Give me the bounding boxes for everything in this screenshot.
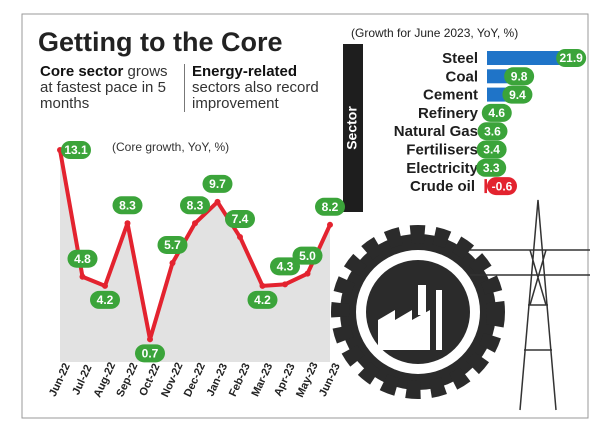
value-label: 8.3 — [119, 198, 136, 212]
value-label: 9.7 — [209, 177, 226, 191]
point — [170, 260, 176, 266]
point — [102, 283, 108, 289]
value-label: 5.0 — [299, 249, 316, 263]
page: Getting to the Core (Core growth, YoY, %)… — [0, 0, 600, 434]
value-label: 3.3 — [483, 161, 500, 175]
value-label: -0.6 — [492, 179, 513, 193]
value-label: 8.2 — [322, 200, 339, 214]
point — [80, 274, 86, 280]
value-label: 4.6 — [488, 106, 505, 120]
y-tick-label: Electricity — [406, 160, 478, 177]
y-tick-label: Cement — [423, 87, 478, 104]
point — [237, 234, 243, 240]
left-note: Core sector grows at fastest pace in 5 m… — [40, 64, 180, 112]
title: Getting to the Core — [38, 27, 283, 57]
bar — [484, 179, 487, 193]
point — [282, 281, 288, 287]
point — [327, 222, 333, 228]
right-note: Energy-related sectors also record impro… — [192, 64, 340, 112]
value-label: 4.2 — [254, 293, 271, 307]
value-label: 7.4 — [232, 212, 249, 226]
chart-subtitle: (Core growth, YoY, %) — [112, 140, 229, 154]
y-axis-label: Sector — [344, 106, 360, 150]
y-tick-label: Natural Gas — [394, 123, 478, 140]
value-label: 3.4 — [483, 143, 500, 157]
y-tick-label: Coal — [445, 68, 478, 85]
value-label: 5.7 — [164, 238, 181, 252]
y-tick-label: Fertilisers — [406, 141, 478, 158]
value-label: 4.8 — [74, 252, 91, 266]
point — [305, 271, 311, 277]
value-label: 21.9 — [559, 51, 583, 65]
value-label: 0.7 — [142, 346, 159, 360]
value-label: 4.3 — [277, 260, 294, 274]
value-label: 9.4 — [509, 88, 526, 102]
value-label: 3.6 — [484, 124, 501, 138]
gear-illustration — [340, 234, 496, 390]
note-text: sectors also record improvement — [192, 79, 319, 112]
point — [125, 220, 131, 226]
point — [192, 220, 198, 226]
point — [260, 283, 266, 289]
chart-title: (Growth for June 2023, YoY, %) — [351, 26, 518, 40]
note-bold: Core sector — [40, 63, 123, 80]
y-tick-label: Crude oil — [410, 178, 475, 195]
value-label: 9.8 — [511, 69, 528, 83]
divider — [184, 64, 185, 112]
value-label: 8.3 — [187, 198, 204, 212]
value-label: 4.2 — [97, 293, 114, 307]
value-label: 13.1 — [64, 143, 88, 157]
point — [215, 199, 221, 205]
y-tick-label: Refinery — [418, 105, 479, 122]
y-tick-label: Steel — [442, 50, 478, 67]
point — [147, 336, 153, 342]
note-bold: Energy-related — [192, 63, 297, 80]
